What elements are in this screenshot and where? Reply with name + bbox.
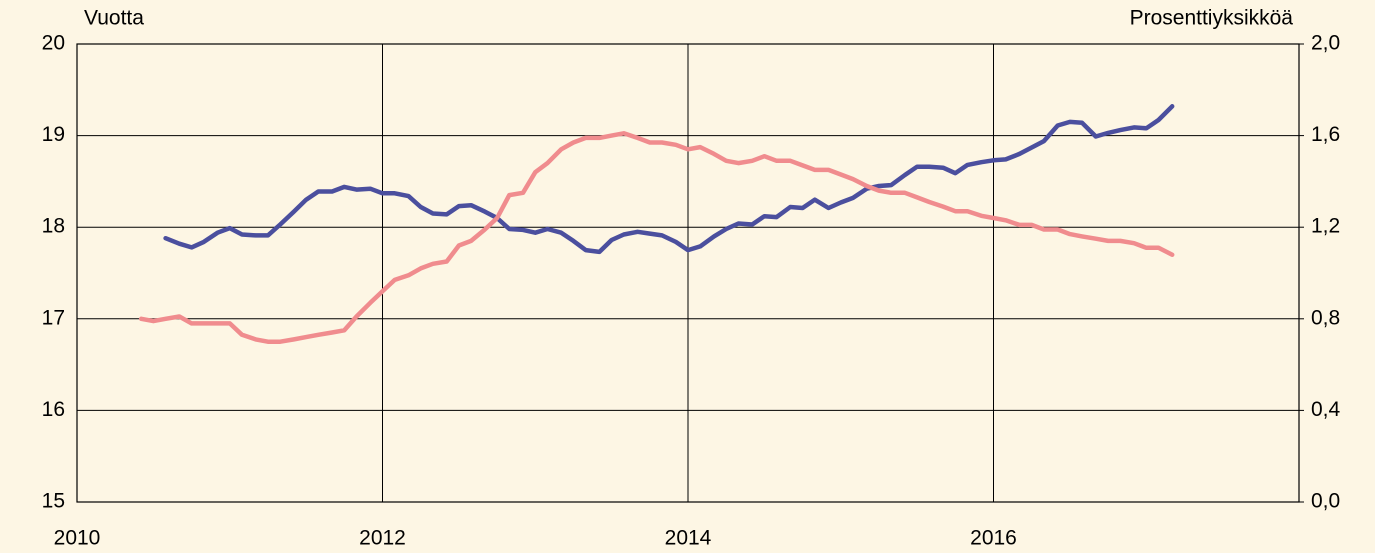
x-tick-label: 2010 xyxy=(54,527,101,550)
y-tick-label: 18 xyxy=(42,215,65,238)
y2-axis-label: Prosenttiyksikköä xyxy=(1130,7,1294,30)
x-tick-label: 2014 xyxy=(665,527,712,550)
y2-tick-label: 1,2 xyxy=(1311,215,1340,238)
y-tick-label: 15 xyxy=(42,490,65,513)
y-tick-label: 19 xyxy=(42,123,65,146)
y-tick-label: 20 xyxy=(42,32,65,55)
y-tick-label: 16 xyxy=(42,398,65,421)
series-line xyxy=(138,131,1175,344)
series-line xyxy=(163,104,1175,255)
x-tick-label: 2012 xyxy=(359,527,406,550)
y2-tick-label: 0,8 xyxy=(1311,306,1340,329)
y2-tick-label: 0,4 xyxy=(1311,398,1341,421)
y2-tick-label: 2,0 xyxy=(1311,32,1340,55)
y-axis-label: Vuotta xyxy=(84,7,144,30)
y-tick-label: 17 xyxy=(42,306,65,329)
x-tick-label: 2016 xyxy=(970,527,1017,550)
y2-tick-label: 0,0 xyxy=(1311,490,1340,513)
y2-tick-label: 1,6 xyxy=(1311,123,1340,146)
plot-border xyxy=(76,43,1300,503)
